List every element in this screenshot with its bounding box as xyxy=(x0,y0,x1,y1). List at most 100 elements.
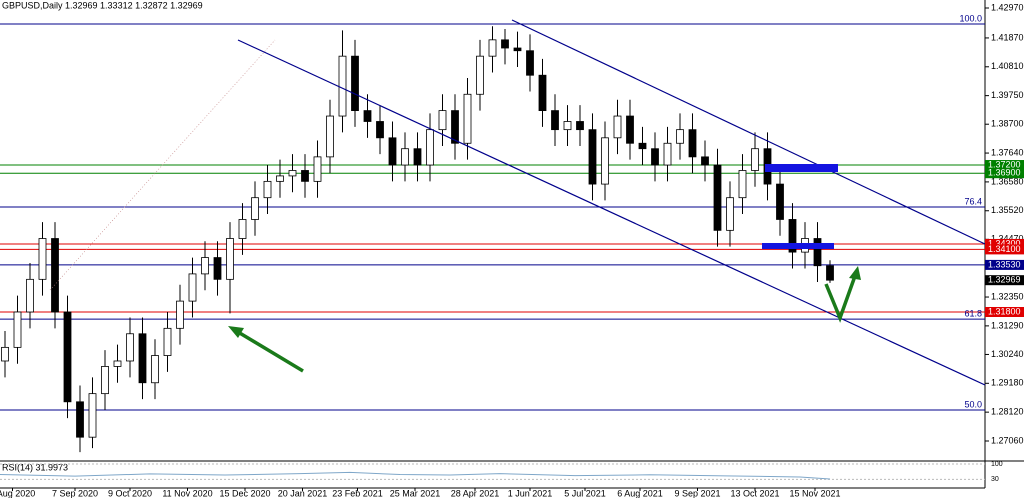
candle-body xyxy=(501,39,509,49)
candle-body xyxy=(451,110,459,144)
candle-body xyxy=(626,115,634,144)
y-tick-label: 1.28120 xyxy=(991,407,1024,417)
x-tick-label: 5 Jul 2021 xyxy=(564,488,606,498)
candle-body xyxy=(488,39,497,57)
x-tick-label: 7 Sep 2020 xyxy=(52,488,98,498)
diagonal-line xyxy=(49,39,276,291)
candle-body xyxy=(113,360,122,367)
candle-body xyxy=(138,333,147,384)
current-price-box xyxy=(985,275,1024,286)
candle-body xyxy=(688,129,697,158)
x-tick-label: 4 Aug 2020 xyxy=(0,488,35,498)
x-tick-label: 11 Nov 2020 xyxy=(162,488,212,498)
candle-body xyxy=(38,238,47,280)
candle-body xyxy=(351,55,359,112)
candle-body xyxy=(463,93,472,144)
y-tick-label: 1.36580 xyxy=(991,176,1024,186)
candle-body xyxy=(313,156,322,182)
candle-body xyxy=(238,219,247,239)
candle-body xyxy=(26,278,34,313)
y-tick-label: 1.30240 xyxy=(991,349,1024,359)
price-label: 1.31800 xyxy=(988,306,1021,316)
candle-body xyxy=(513,47,522,52)
candle-body xyxy=(751,148,759,171)
rsi-title: RSI(14) 31.9973 xyxy=(2,462,68,472)
candle-body xyxy=(363,110,372,122)
lower-channel xyxy=(237,39,986,386)
candle-body xyxy=(663,142,672,166)
candle-body xyxy=(276,175,284,182)
price-label-box xyxy=(985,306,1024,317)
x-tick-label: 15 Nov 2021 xyxy=(789,488,840,498)
candle-body xyxy=(63,311,72,403)
candle-body xyxy=(713,164,722,231)
candle-body xyxy=(288,170,297,177)
y-tick-label: 1.41870 xyxy=(991,32,1024,42)
fib-label: 61.8 xyxy=(964,308,982,318)
candle-body xyxy=(476,55,484,95)
price-label: 1.37200 xyxy=(988,159,1021,169)
arrow-head xyxy=(228,326,244,338)
current-price: 1.32969 xyxy=(988,275,1021,285)
price-label-box xyxy=(985,238,1024,249)
candle-body xyxy=(776,183,784,220)
candle-body xyxy=(101,366,109,395)
candle-body xyxy=(613,115,622,139)
price-label: 1.36900 xyxy=(988,168,1021,178)
fib-label: 100.0 xyxy=(959,13,982,23)
y-tick-label: 1.38700 xyxy=(991,119,1024,129)
candle-body xyxy=(376,121,384,139)
rsi-tick-label: 30 xyxy=(991,476,999,483)
candle-body xyxy=(51,238,59,313)
y-tick-label: 1.32350 xyxy=(991,291,1024,301)
x-tick-label: 6 Aug 2021 xyxy=(617,488,663,498)
candle-body xyxy=(438,110,447,131)
candle-body xyxy=(76,401,84,438)
arrow-head xyxy=(849,266,861,280)
candle-body xyxy=(88,393,97,438)
plot xyxy=(0,23,985,453)
y-tick-label: 1.31290 xyxy=(991,320,1024,330)
candle-body xyxy=(551,110,559,131)
candle-body xyxy=(163,327,172,356)
candle-body xyxy=(251,197,259,220)
candle-body xyxy=(651,148,659,166)
candle-body xyxy=(188,273,197,302)
rsi-tick-label: 100 xyxy=(991,461,1003,468)
x-tick-label: 23 Feb 2021 xyxy=(332,488,383,498)
zone xyxy=(765,164,838,172)
candle-body xyxy=(13,311,22,348)
rsi-line xyxy=(0,471,831,480)
price-label-box xyxy=(985,160,1024,171)
candle-body xyxy=(701,156,709,166)
y-tick-label: 1.34470 xyxy=(991,234,1024,244)
candle-body xyxy=(638,142,647,150)
candle-body xyxy=(526,50,534,76)
candle-body xyxy=(213,257,222,280)
candle-body xyxy=(788,219,797,253)
y-tick-label: 1.37640 xyxy=(991,147,1024,157)
x-tick-label: 9 Sep 2021 xyxy=(674,488,720,498)
y-tick-label: 1.27060 xyxy=(991,435,1024,445)
x-tick-label: 25 Mar 2021 xyxy=(390,488,441,498)
y-tick-label: 1.40810 xyxy=(991,61,1024,71)
candle-body xyxy=(151,355,159,384)
price-label: 1.34300 xyxy=(988,238,1021,248)
price-label: 1.33530 xyxy=(988,259,1021,269)
candle-body xyxy=(388,137,397,166)
candle-body xyxy=(738,170,747,199)
y-tick-label: 1.35520 xyxy=(991,205,1024,215)
candle-body xyxy=(813,238,822,267)
x-tick-label: 9 Oct 2020 xyxy=(108,488,152,498)
drawings xyxy=(49,19,986,386)
candle-body xyxy=(338,55,347,117)
x-tick-label: 13 Oct 2021 xyxy=(730,488,779,498)
y-tick-label: 1.39750 xyxy=(991,90,1024,100)
candle-body xyxy=(201,257,209,275)
x-tick-label: 28 Apr 2021 xyxy=(451,488,500,498)
candle-body xyxy=(263,180,272,199)
candle-body xyxy=(401,148,409,166)
candle-body xyxy=(576,121,584,131)
zone xyxy=(762,243,834,249)
